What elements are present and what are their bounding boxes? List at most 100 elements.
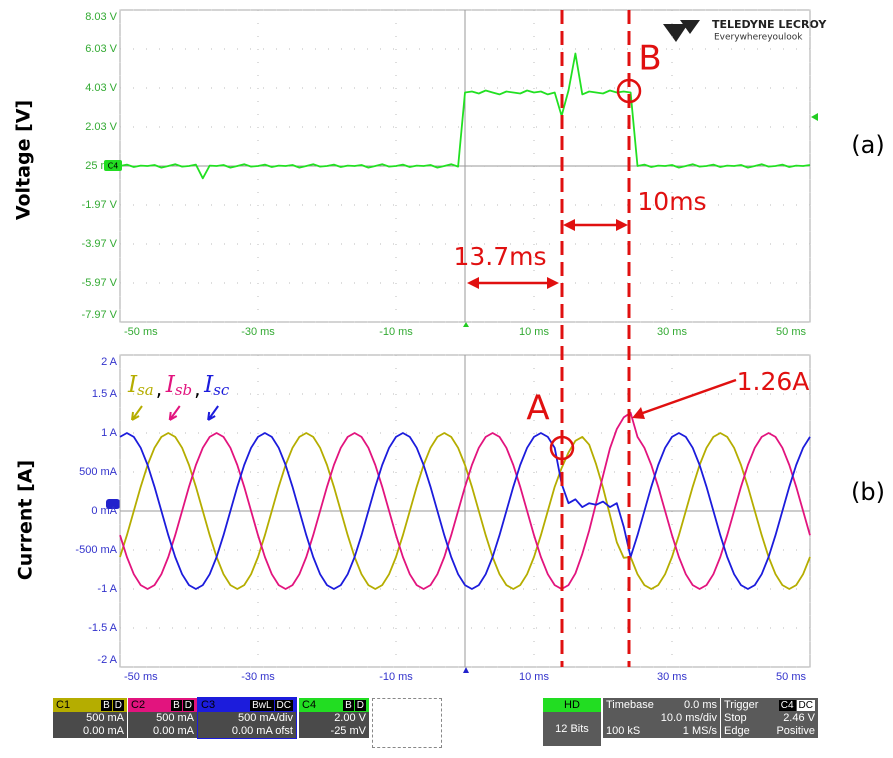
x-tick-label: 50 ms	[776, 326, 806, 338]
scale: 2.00 V	[299, 712, 369, 725]
trigger-type: Edge	[724, 725, 750, 737]
flag: B	[101, 700, 112, 711]
trigger-mode: Stop	[724, 712, 747, 724]
y-tick-label: -500 mA	[75, 544, 117, 556]
channel-box: C4 B D 2.00 V -25 mV	[299, 698, 369, 738]
annotations: B A 10ms 13.7ms 1.26A	[453, 10, 809, 667]
y-tick-label: -2 A	[97, 654, 117, 666]
channel-name: C4	[302, 699, 317, 711]
panel-label: (a)	[851, 131, 884, 159]
legend-arrow	[168, 405, 181, 421]
point-label: A	[526, 389, 549, 429]
x-tick-label: 50 ms	[776, 671, 806, 683]
y-axis-title: Current [A]	[15, 460, 37, 580]
y-tick-label: -1.97 V	[82, 199, 118, 211]
x-tick-label: 10 ms	[519, 671, 549, 683]
y-tick-label: 500 mA	[79, 466, 118, 478]
panel-label: (b)	[851, 478, 885, 506]
x-tick-label: -10 ms	[379, 326, 413, 338]
trace	[119, 432, 811, 590]
trigger-label: Trigger	[724, 699, 759, 711]
scope-screen: Voltage [V] Current [A] (a) (b) TELEDYNE…	[13, 9, 885, 683]
flag: D	[354, 700, 366, 711]
timebase-delay: 0.0 ms	[683, 699, 717, 711]
legend-entry: Isc	[203, 372, 230, 399]
acq-mode: HD	[543, 698, 601, 712]
trace	[119, 52, 811, 180]
channel-badge	[104, 160, 122, 171]
x-tick-label: -30 ms	[241, 326, 275, 338]
legend-arrow	[131, 405, 143, 421]
flag: BwL	[250, 700, 274, 711]
channel-name: C3	[201, 699, 216, 711]
trigger-box: Trigger C4 DC Stop 2.46 V Edge Positive	[721, 698, 818, 738]
x-tick-label: -50 ms	[124, 326, 158, 338]
logo-mark	[663, 20, 700, 42]
scale: 500 mA	[128, 712, 197, 725]
marker-circle	[549, 435, 575, 461]
acq-bits: 12 Bits	[543, 712, 601, 746]
x-tick-label: 10 ms	[519, 326, 549, 338]
empty-channel-box	[372, 698, 442, 748]
timebase-rate: 1 MS/s	[682, 725, 717, 737]
y-axis-title: Voltage [V]	[13, 100, 35, 220]
channel-box: C2 B D 500 mA 0.00 mA	[128, 698, 197, 738]
scale: 500 mA/div	[198, 712, 296, 725]
channel-badge-label: C4	[108, 162, 119, 171]
trigger-level: 2.46 V	[783, 712, 815, 724]
flag: C4	[778, 700, 796, 711]
legend-separator: ,	[156, 377, 162, 401]
trigger-slope: Positive	[776, 725, 815, 737]
y-tick-label: 6.03 V	[85, 43, 117, 55]
span-label: 13.7ms	[453, 242, 546, 271]
y-tick-label: 1 A	[101, 427, 118, 439]
y-tick-label: 4.03 V	[85, 82, 117, 94]
arrows	[467, 219, 737, 419]
peak-label: 1.26A	[737, 367, 810, 396]
channel-name: C1	[56, 699, 71, 711]
y-tick-label: 2.03 V	[85, 121, 117, 133]
legend-arrow	[207, 405, 219, 421]
timebase-div: 10.0 ms/div	[603, 712, 720, 725]
flag: B	[171, 700, 182, 711]
marker-circle	[616, 78, 642, 104]
channel-box: C1 B D 500 mA 0.00 mA	[53, 698, 127, 738]
timebase-samples: 100 kS	[606, 725, 641, 737]
y-tick-label: -5.97 V	[82, 277, 118, 289]
flag: DC	[796, 700, 815, 711]
offset: 0.00 mA	[53, 725, 127, 738]
channel-box: C3 BwL DC 500 mA/div 0.00 mA ofst	[197, 697, 297, 739]
flag: B	[343, 700, 354, 711]
scale: 500 mA	[53, 712, 127, 725]
flag: D	[182, 700, 194, 711]
offset: 0.00 mA ofst	[198, 725, 296, 738]
logo: TELEDYNE LECROY Everywhereyoulook	[663, 18, 827, 43]
acquisition-box: HD 12 Bits	[543, 698, 601, 746]
x-tick-label: 30 ms	[657, 326, 687, 338]
y-tick-label: 8.03 V	[85, 11, 117, 23]
channel-marker	[106, 499, 120, 509]
flag: D	[112, 700, 124, 711]
x-tick-label: -10 ms	[379, 671, 413, 683]
y-tick-label: 2 A	[101, 356, 118, 368]
logo-tagline: Everywhereyoulook	[714, 33, 803, 43]
offset: 0.00 mA	[128, 725, 197, 738]
offset: -25 mV	[299, 725, 369, 738]
y-tick-label: 0 mA	[91, 505, 117, 517]
x-tick-label: -30 ms	[241, 671, 275, 683]
trigger-position-marker	[463, 322, 469, 327]
y-tick-label: -1.5 A	[88, 622, 117, 634]
flag: DC	[274, 700, 293, 711]
channel-name: C2	[131, 699, 146, 711]
legend-entry: Isa	[127, 372, 154, 399]
timebase-box: Timebase 0.0 ms 10.0 ms/div 100 kS 1 MS/s	[603, 698, 720, 738]
trace	[119, 432, 811, 590]
point-label: B	[638, 39, 661, 79]
trigger-level-marker	[811, 113, 818, 121]
span-label: 10ms	[637, 187, 706, 216]
legend-entry: Isb	[165, 372, 192, 399]
y-tick-label: 1.5 A	[92, 388, 118, 400]
x-tick-label: -50 ms	[124, 671, 158, 683]
y-tick-label: -1 A	[97, 583, 117, 595]
timebase-label: Timebase	[606, 699, 654, 711]
